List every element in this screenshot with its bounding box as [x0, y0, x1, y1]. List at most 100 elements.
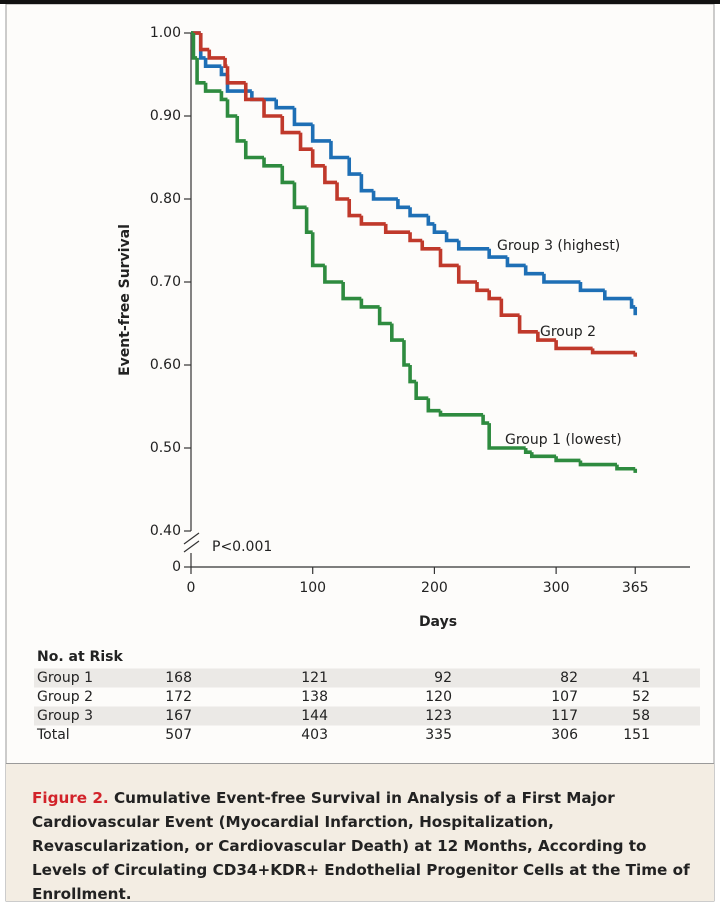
survival-step — [371, 190, 398, 201]
survival-step — [456, 265, 478, 284]
survival-step — [481, 414, 490, 425]
risk-cell: 52 — [632, 689, 650, 705]
survival-step — [578, 460, 617, 467]
survival-step — [523, 265, 544, 276]
survival-step — [487, 290, 502, 301]
survival-step — [203, 57, 222, 68]
survival-step — [304, 207, 313, 234]
survival-step — [359, 174, 374, 193]
survival-step — [408, 232, 423, 243]
risk-cell: 107 — [551, 689, 578, 705]
survival-step — [383, 223, 411, 234]
survival-step — [280, 116, 301, 135]
risk-table-title: No. at Risk — [37, 649, 123, 665]
survival-step — [402, 340, 411, 367]
survival-step — [274, 99, 295, 110]
survival-step — [195, 57, 206, 85]
survival-step — [578, 282, 605, 293]
risk-row-label: Total — [36, 727, 70, 743]
survival-step — [517, 315, 538, 334]
survival-step — [554, 340, 593, 351]
survival-step — [225, 99, 238, 118]
survival-step — [243, 140, 265, 160]
y-tick-label: 0 — [172, 559, 181, 575]
risk-cell: 403 — [301, 727, 328, 743]
survival-step — [396, 199, 411, 210]
risk-cell: 41 — [632, 670, 650, 686]
survival-step — [292, 182, 307, 210]
caption-text: Cumulative Event-free Survival in Analys… — [32, 789, 690, 903]
survival-step — [219, 66, 228, 77]
risk-cell: 58 — [632, 708, 650, 724]
survival-step — [323, 265, 344, 284]
survival-step — [292, 107, 313, 127]
x-tick-label: 365 — [622, 580, 649, 596]
survival-step — [329, 140, 350, 160]
y-tick-label: 0.90 — [150, 108, 181, 124]
top-rule — [0, 0, 720, 4]
survival-step — [377, 306, 392, 326]
survival-step — [408, 207, 429, 218]
survival-step — [542, 273, 581, 284]
survival-step — [420, 240, 441, 251]
risk-row-label: Group 2 — [37, 689, 93, 705]
survival-step — [310, 124, 331, 143]
x-tick-label: 200 — [421, 580, 448, 596]
survival-step — [487, 248, 508, 259]
survival-step — [438, 248, 459, 268]
risk-cell: 507 — [165, 727, 192, 743]
risk-cell: 167 — [165, 708, 192, 724]
survival-step — [235, 116, 246, 143]
survival-step — [475, 282, 490, 293]
series-label: Group 1 (lowest) — [505, 432, 622, 448]
caption: Figure 2. Cumulative Event-free Survival… — [6, 763, 714, 903]
risk-cell: 306 — [551, 727, 578, 743]
survival-step — [359, 215, 386, 226]
survival-step — [426, 398, 441, 413]
y-tick-label: 0.40 — [150, 523, 181, 539]
risk-cell: 168 — [165, 670, 192, 686]
series-label: Group 2 — [540, 324, 596, 340]
survival-step — [444, 232, 459, 243]
survival-step — [243, 82, 265, 102]
survival-step — [554, 456, 581, 463]
risk-cell: 117 — [551, 708, 578, 724]
survival-step — [456, 240, 490, 251]
risk-cell: 144 — [301, 708, 328, 724]
survival-step — [390, 323, 404, 342]
survival-step — [262, 157, 283, 168]
y-tick-label: 0.80 — [150, 191, 181, 207]
risk-cell: 120 — [425, 689, 452, 705]
risk-cell: 172 — [165, 689, 192, 705]
y-axis-title: Event-free Survival — [117, 224, 133, 376]
axis-break — [183, 532, 200, 545]
survival-step — [219, 91, 228, 102]
risk-cell: 138 — [301, 689, 328, 705]
survival-step — [615, 464, 636, 471]
survival-step — [280, 165, 295, 185]
survival-step — [523, 448, 532, 454]
survival-step — [529, 452, 557, 459]
survival-step — [487, 423, 526, 450]
survival-step — [536, 331, 557, 342]
survival-step — [347, 157, 362, 176]
survival-step — [335, 182, 350, 201]
y-tick-label: 1.00 — [150, 25, 181, 41]
risk-row-label: Group 1 — [37, 670, 93, 686]
survival-step — [323, 165, 338, 185]
survival-step — [359, 298, 380, 309]
risk-row-label: Group 3 — [37, 708, 93, 724]
survival-step — [225, 66, 246, 85]
x-tick-label: 0 — [187, 580, 196, 596]
x-tick-label: 100 — [299, 580, 326, 596]
risk-cell: 92 — [434, 670, 452, 686]
survival-step — [426, 215, 435, 226]
caption-label: Figure 2. — [32, 789, 109, 807]
y-tick-label: 0.50 — [150, 440, 181, 456]
survival-step — [203, 82, 222, 93]
risk-cell: 123 — [425, 708, 452, 724]
x-axis-title: Days — [419, 614, 457, 630]
series-label: Group 3 (highest) — [497, 238, 620, 254]
